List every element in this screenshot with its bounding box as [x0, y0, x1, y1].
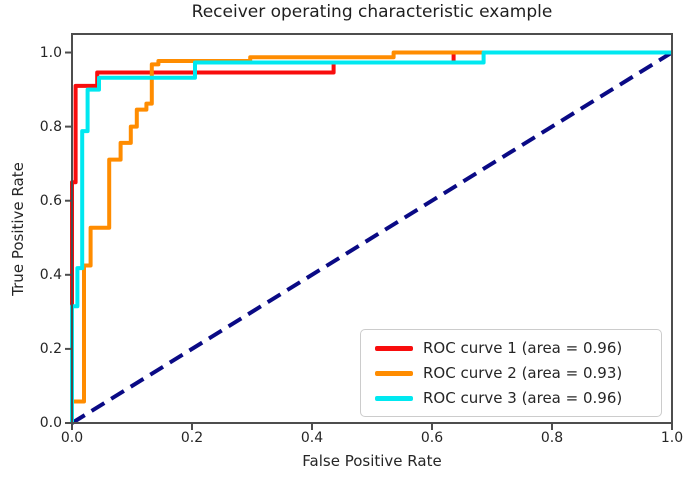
- chance-diagonal-line: [70, 50, 674, 425]
- legend: ROC curve 1 (area = 0.96) ROC curve 2 (a…: [360, 329, 662, 417]
- x-tick-label: 0.0: [60, 430, 84, 446]
- roc-curve-1-line: [70, 50, 672, 423]
- legend-line-sample-2: [375, 370, 413, 376]
- x-tick-label: 0.8: [540, 430, 564, 446]
- legend-label: ROC curve 3 (area = 0.96): [423, 389, 623, 407]
- legend-item: ROC curve 3 (area = 0.96): [371, 389, 651, 407]
- y-tick-label: 0.2: [39, 340, 62, 357]
- x-tick-label: 1.0: [660, 430, 684, 446]
- y-tick-label: 0.0: [39, 415, 62, 431]
- legend-label: ROC curve 1 (area = 0.96): [423, 339, 623, 357]
- roc-curve-3-line: [70, 50, 672, 423]
- legend-item: ROC curve 1 (area = 0.96): [371, 339, 651, 357]
- y-axis-label: True Positive Rate: [9, 162, 27, 296]
- y-tick-label: 0.4: [39, 266, 62, 283]
- x-tick-label: 0.2: [180, 430, 204, 446]
- plot-border: [71, 33, 673, 424]
- legend-item: ROC curve 2 (area = 0.93): [371, 364, 651, 382]
- x-axis-label: False Positive Rate: [302, 452, 442, 470]
- x-tick-label: 0.4: [300, 430, 324, 446]
- legend-label: ROC curve 2 (area = 0.93): [423, 364, 623, 382]
- y-tick-label: 0.8: [39, 118, 62, 135]
- y-tick-label: 1.0: [39, 44, 62, 61]
- legend-line-sample-1: [375, 345, 413, 351]
- y-tick-label: 0.6: [39, 192, 62, 209]
- chart-title: Receiver operating characteristic exampl…: [191, 2, 553, 22]
- legend-line-sample-3: [375, 395, 413, 401]
- x-tick-label: 0.6: [420, 430, 444, 446]
